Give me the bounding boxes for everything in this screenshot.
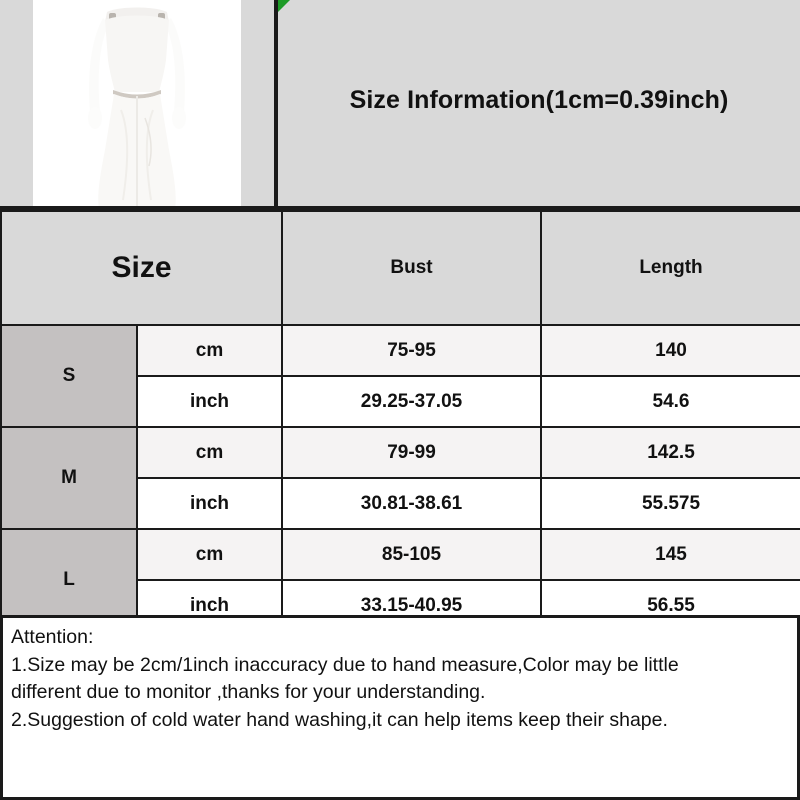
product-photo (33, 0, 241, 206)
attention-heading: Attention: (11, 626, 94, 648)
table-row: inch 30.81-38.61 55.575 (1, 477, 800, 530)
unit-cell-m-inch: inch (136, 477, 283, 530)
size-table: Size Bust Length S cm 75-95 140 inch 29.… (0, 210, 800, 632)
green-corner-marker-icon (278, 0, 290, 12)
bust-cell-l-cm: 85-105 (281, 528, 542, 581)
header-size: Size (0, 210, 283, 326)
size-label-s: S (0, 324, 138, 428)
table-row: M cm 79-99 142.5 (0, 426, 800, 530)
bust-cell-m-cm: 79-99 (281, 426, 542, 479)
unit-cell-s-cm: cm (136, 324, 283, 377)
attention-box: Attention: 1.Size may be 2cm/1inch inacc… (0, 615, 800, 800)
length-cell-m-inch: 55.575 (540, 477, 800, 530)
length-cell-s-cm: 140 (540, 324, 800, 377)
table-row: inch 29.25-37.05 54.6 (1, 375, 800, 428)
page-title: Size Information(1cm=0.39inch) (349, 85, 729, 114)
unit-cell-m-cm: cm (136, 426, 283, 479)
bust-cell-m-inch: 30.81-38.61 (281, 477, 542, 530)
size-label-l: L (0, 528, 138, 632)
table-row: S cm 75-95 140 (0, 324, 800, 428)
table-header-row: Size Bust Length (0, 210, 800, 326)
attention-line-3: 2.Suggestion of cold water hand washing,… (11, 709, 668, 732)
length-cell-m-cm: 142.5 (540, 426, 800, 479)
attention-line-2: different due to monitor ,thanks for you… (11, 681, 486, 704)
unit-cell-s-inch: inch (136, 375, 283, 428)
title-banner: Size Information(1cm=0.39inch) (278, 0, 800, 206)
top-band: Size Information(1cm=0.39inch) (0, 0, 800, 210)
header-length: Length (540, 210, 800, 326)
size-label-m: M (0, 426, 138, 530)
bust-cell-s-cm: 75-95 (281, 324, 542, 377)
unit-cell-l-cm: cm (136, 528, 283, 581)
table-row: L cm 85-105 145 (0, 528, 800, 632)
attention-line-1: 1.Size may be 2cm/1inch inaccuracy due t… (11, 653, 679, 676)
length-cell-l-cm: 145 (540, 528, 800, 581)
bust-cell-s-inch: 29.25-37.05 (281, 375, 542, 428)
length-cell-s-inch: 54.6 (540, 375, 800, 428)
product-image-cell (0, 0, 278, 206)
header-bust: Bust (281, 210, 542, 326)
dress-illustration (33, 0, 241, 206)
